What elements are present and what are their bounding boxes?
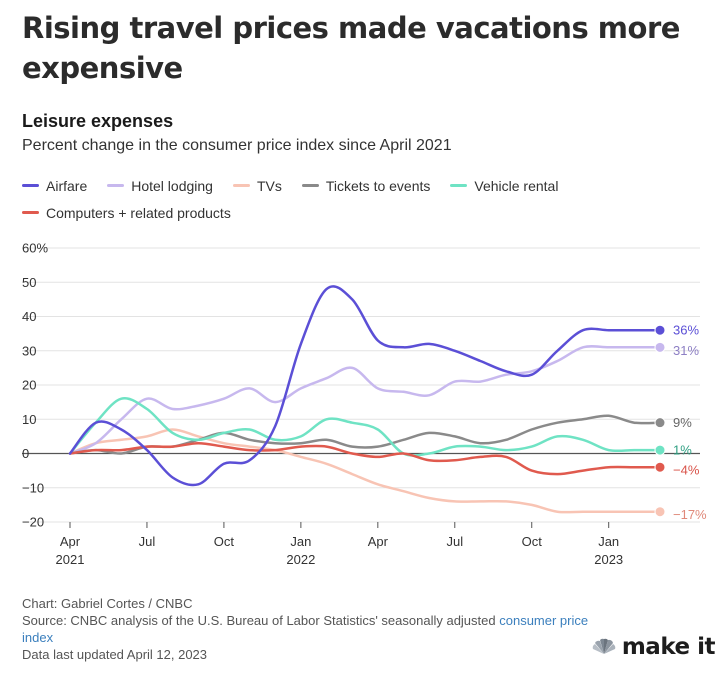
series-end-point-hotel-lodging: [654, 341, 666, 353]
x-tick-year: 2023: [594, 552, 623, 567]
legend-label: Airfare: [46, 177, 88, 194]
series-end-point-tvs: [654, 506, 666, 518]
brand-logo: make it: [592, 634, 716, 660]
headline: Rising travel prices made vacations more…: [22, 11, 680, 85]
chart-subtitle: Percent change in the consumer price ind…: [22, 137, 452, 154]
series-end-label-airfare: 36%: [673, 323, 699, 338]
chart-series-lines: [68, 285, 662, 514]
series-end-label-hotel-lodging: 31%: [673, 343, 699, 358]
legend-item: TVs: [232, 176, 282, 195]
x-tick-year: 2022: [286, 552, 315, 567]
series-end-point-vehicle-rental: [654, 444, 666, 456]
chart-updated: Data last updated April 12, 2023: [22, 647, 208, 662]
series-end-point-computers-related-products: [654, 461, 666, 473]
chart-title: Leisure expenses: [22, 111, 174, 131]
x-tick-label: Jul: [139, 534, 156, 549]
legend-swatch: [450, 184, 468, 187]
legend-swatch: [301, 184, 319, 187]
chart-gridlines: [22, 247, 700, 523]
chart-end-markers: 36% 31% −17% 9% 1% −4%: [654, 323, 707, 522]
legend-label: Hotel lodging: [131, 177, 213, 194]
x-tick-label: Apr: [60, 534, 81, 549]
x-tick-label: Jan: [290, 534, 311, 549]
series-end-point-airfare: [654, 324, 666, 336]
x-tick-label: Jan: [598, 534, 619, 549]
y-tick-label: 40: [22, 309, 36, 324]
legend-label: Vehicle rental: [474, 177, 559, 194]
legend-item: Vehicle rental: [450, 176, 558, 195]
legend-swatch: [22, 211, 39, 214]
y-tick-label: 50: [22, 275, 36, 290]
chart-footer: Chart: Gabriel Cortes / CNBC Source: CNB…: [22, 595, 612, 663]
series-line-computers-related-products: [68, 441, 662, 476]
series-end-label-computers-related-products: −4%: [673, 463, 700, 478]
chart-source: Source: CNBC analysis of the U.S. Bureau…: [22, 612, 612, 646]
x-tick-label: Oct: [214, 534, 235, 549]
series-end-label-vehicle-rental: 1%: [673, 443, 692, 458]
line-chart: −20 −10 0 10 20 30 40 50 60% Apr 2021 Jul Oct Jan 202…: [22, 241, 707, 567]
series-end-label-tvs: −17%: [673, 507, 707, 522]
y-tick-label: 20: [22, 378, 36, 393]
source-text: Source: CNBC analysis of the U.S. Bureau…: [22, 613, 500, 628]
y-tick-label: 30: [22, 343, 36, 358]
y-tick-label: 60%: [22, 241, 48, 256]
source-link[interactable]: consumer price index: [22, 613, 589, 645]
legend-label: Tickets to events: [325, 177, 431, 194]
x-tick-year: 2021: [56, 552, 85, 567]
legend-item: Tickets to events: [301, 176, 431, 195]
series-line-hotel-lodging: [68, 345, 662, 455]
x-tick-label: Oct: [522, 534, 543, 549]
x-tick-label: Jul: [446, 534, 463, 549]
legend-item: Computers + related products: [22, 203, 231, 222]
legend-item: Hotel lodging: [107, 176, 213, 195]
chart-credit: Chart: Gabriel Cortes / CNBC: [22, 596, 193, 611]
chart-legend: Airfare Hotel lodging TVs Tickets to events…: [22, 176, 682, 222]
series-end-point-tickets-to-events: [654, 417, 666, 429]
x-axis: Apr 2021 Jul Oct Jan 2022 Apr Jul Oct Jan 2023: [56, 522, 623, 567]
y-tick-label: −20: [22, 515, 44, 530]
series-line-tvs: [68, 428, 662, 514]
legend-swatch: [232, 184, 250, 187]
y-tick-label: −10: [22, 480, 44, 495]
legend-swatch: [107, 184, 125, 187]
legend-label: TVs: [256, 177, 282, 194]
legend-item: Airfare: [22, 176, 87, 195]
y-tick-label: 10: [22, 412, 36, 427]
legend-label: Computers + related products: [46, 204, 231, 221]
x-tick-label: Apr: [368, 534, 389, 549]
y-axis: −20 −10 0 10 20 30 40 50 60%: [22, 241, 48, 530]
peacock-icon: [592, 638, 616, 654]
legend-swatch: [22, 184, 39, 187]
series-line-airfare: [68, 285, 662, 487]
y-tick-label: 0: [22, 446, 29, 461]
series-line-vehicle-rental: [68, 397, 662, 457]
series-end-label-tickets-to-events: 9%: [673, 415, 692, 430]
brand-name: make it: [621, 634, 716, 660]
